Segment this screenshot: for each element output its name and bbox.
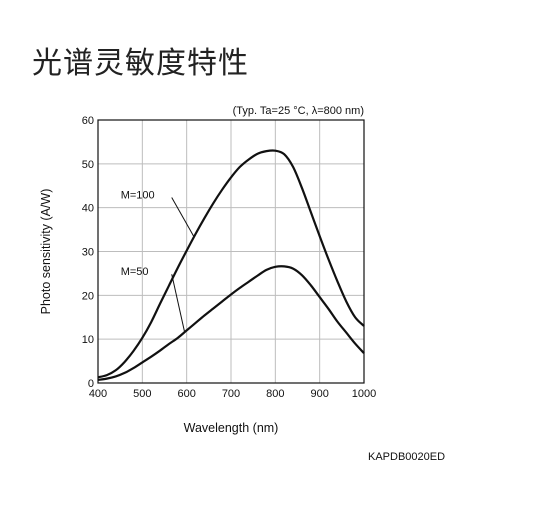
y-tick-label: 30	[82, 247, 94, 259]
series-line-2	[97, 265, 365, 382]
series-label: M=50	[121, 266, 149, 278]
y-axis-label: Photo sensitivity (A/W)	[39, 189, 53, 315]
x-tick-label: 600	[177, 388, 195, 400]
y-tick-label: 60	[82, 115, 94, 127]
series-line-1	[97, 149, 365, 379]
y-tick-label: 0	[88, 378, 94, 390]
series-leader-line	[171, 274, 186, 333]
x-tick-label: 900	[310, 388, 328, 400]
plot-frame	[97, 119, 365, 384]
x-tick-label: 500	[133, 388, 151, 400]
curve-layer: M=100 M=50	[97, 149, 365, 382]
x-tick-label: 700	[222, 388, 240, 400]
x-tick-label: 800	[266, 388, 284, 400]
series-label: M=100	[121, 190, 155, 202]
tick-label-layer: 400 500 600 700 800 900 1000 0 10 20 30 40 50 60	[82, 115, 376, 400]
document-code: KAPDB0020ED	[368, 451, 446, 463]
y-tick-label: 50	[82, 159, 94, 171]
y-tick-label: 40	[82, 203, 94, 215]
x-tick-label: 400	[89, 388, 107, 400]
y-tick-label: 20	[82, 290, 94, 302]
y-tick-label: 10	[82, 334, 94, 346]
measurement-condition: (Typ. Ta=25 °C, λ=800 nm)	[233, 105, 364, 117]
page-title: 光谱灵敏度特性	[32, 46, 249, 81]
x-axis-label: Wavelength (nm)	[184, 421, 279, 435]
x-tick-label: 1000	[352, 388, 376, 400]
series-leader-line	[171, 197, 194, 237]
